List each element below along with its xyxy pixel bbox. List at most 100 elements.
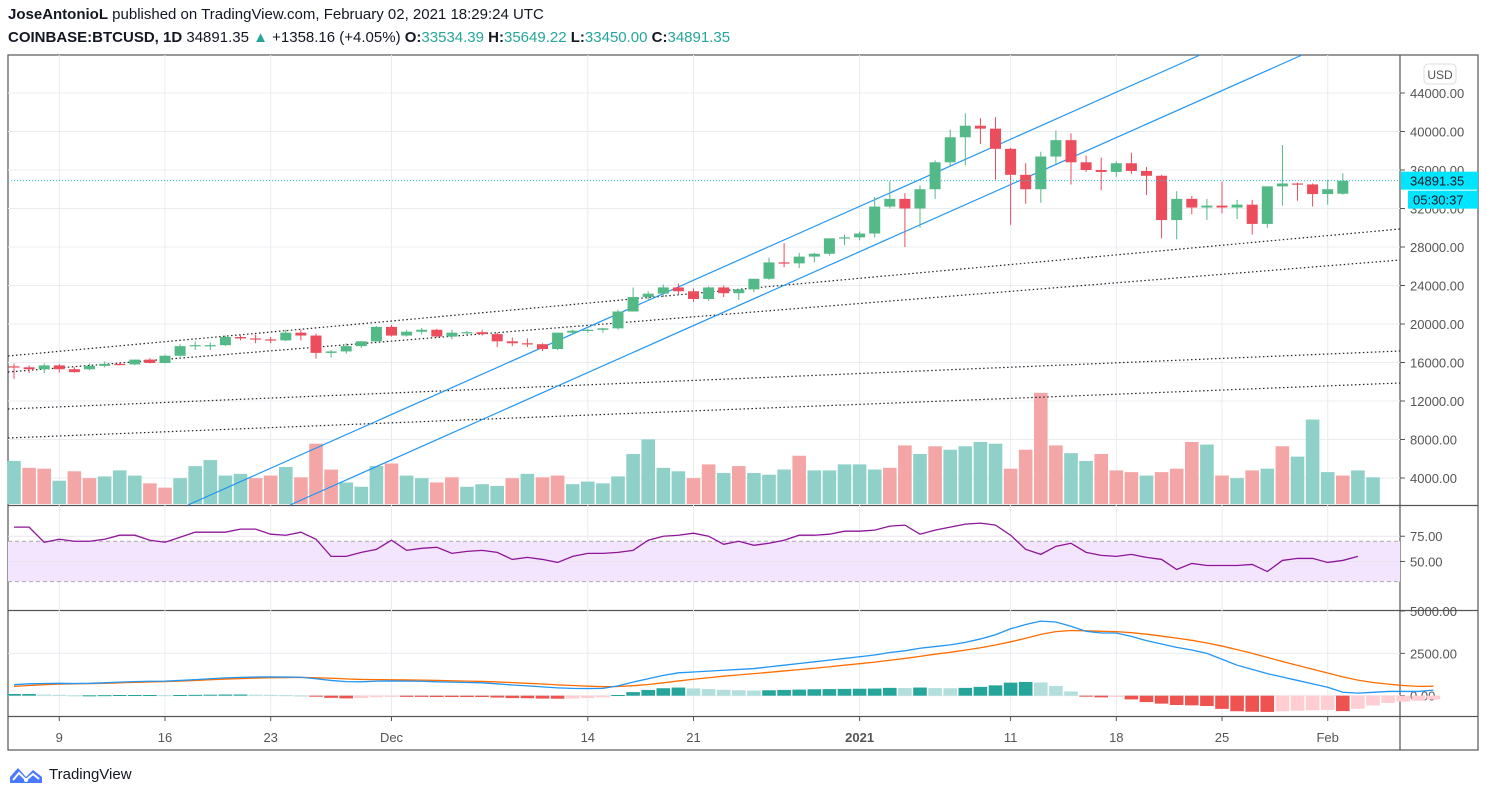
candle-body — [386, 326, 397, 336]
dotted-trend-line — [7, 382, 1401, 439]
volume-bar — [1124, 472, 1139, 504]
volume-bar — [762, 474, 776, 504]
volume-bar — [520, 473, 535, 504]
macd-histogram-bar — [535, 695, 550, 699]
candle — [461, 330, 473, 335]
rsi-line — [14, 522, 1359, 573]
candle-body — [1186, 198, 1198, 208]
volume-bar — [82, 478, 97, 504]
macd-histogram-bar — [898, 688, 912, 696]
candle-body — [642, 293, 654, 298]
macd-histogram-bar — [369, 695, 384, 698]
candle-body — [159, 355, 171, 363]
up-arrow-icon: ▲ — [253, 29, 268, 46]
candle-body — [491, 334, 503, 342]
time-tick-label: 25 — [1215, 730, 1229, 745]
macd-histogram-bar — [248, 694, 263, 696]
candle — [340, 343, 352, 354]
candle-body — [778, 262, 790, 264]
candle — [250, 334, 262, 344]
volume-bar — [1094, 454, 1108, 504]
volume-bar — [233, 473, 248, 504]
candle — [808, 252, 820, 263]
author-name[interactable]: JoseAntonioL — [8, 6, 108, 23]
macd-histogram-bar — [596, 695, 610, 698]
candle — [914, 185, 926, 228]
macd-histogram-bar — [324, 695, 338, 698]
candle-body — [808, 253, 820, 257]
channel-trend-line — [289, 54, 1303, 506]
volume-bar — [792, 455, 806, 504]
macd-histogram-bar — [641, 689, 655, 696]
candle-body — [416, 329, 428, 332]
candle — [748, 278, 760, 293]
volume-bar — [1034, 392, 1048, 504]
candle-body — [1110, 163, 1122, 172]
candle — [567, 329, 579, 335]
volume-bar — [1320, 472, 1335, 504]
candle-body — [597, 328, 609, 330]
candle-body — [265, 339, 277, 341]
macd-histogram-bar — [188, 694, 202, 696]
candle-body — [84, 365, 95, 370]
candle — [23, 365, 35, 374]
last-price-tag — [1401, 171, 1478, 190]
candle-body — [657, 287, 669, 294]
high-value: 35649.22 — [504, 29, 567, 46]
volume-bar — [1079, 460, 1093, 504]
candle — [1125, 152, 1137, 174]
volume-bar — [67, 471, 82, 504]
macd-histogram-bar — [218, 694, 233, 696]
macd-histogram-bar — [1245, 695, 1259, 712]
volume-bar — [1305, 419, 1320, 504]
candle-body — [582, 329, 594, 331]
macd-histogram-bar — [52, 694, 67, 696]
macd-histogram-bar — [158, 695, 172, 697]
candle — [1080, 155, 1092, 172]
candle-body — [869, 206, 881, 234]
candle-body — [959, 125, 971, 138]
candle — [53, 363, 65, 373]
last-price-tag-label: 34891.35 — [1410, 174, 1464, 189]
symbol-name[interactable]: COINBASE:BTCUSD, 1D — [8, 29, 183, 46]
volume-bar — [1185, 441, 1199, 504]
candle-body — [627, 297, 639, 312]
volume-bar — [97, 476, 112, 504]
candle — [1201, 198, 1213, 221]
close-label: C: — [651, 29, 668, 46]
macd-histogram-bar — [7, 693, 21, 696]
macd-histogram-bar — [716, 689, 731, 696]
macd-histogram-bar — [1018, 681, 1033, 696]
macd-histogram-bar — [1003, 682, 1018, 696]
close-value: 34891.35 — [667, 29, 731, 46]
candle-body — [1065, 140, 1077, 163]
candle — [642, 291, 654, 301]
volume-bar — [1290, 456, 1305, 504]
macd-signal-line — [13, 629, 1434, 688]
candle-body — [355, 341, 367, 347]
macd-histogram-bar — [883, 687, 897, 696]
macd-histogram-bar — [1109, 695, 1124, 698]
candle-body — [8, 366, 20, 368]
candle — [884, 181, 896, 209]
volume-bar — [565, 484, 580, 504]
time-tick-label: 9 — [56, 730, 63, 745]
candle — [1216, 181, 1228, 214]
volume-bar — [852, 464, 867, 504]
candle — [839, 234, 850, 246]
published-text: published on TradingView.com, February 0… — [112, 6, 544, 23]
macd-histogram-bar — [520, 695, 535, 699]
price-tick-label: 28000.00 — [1410, 240, 1464, 255]
last-price: 34891.35 — [186, 29, 249, 46]
volume-bar — [1200, 444, 1214, 504]
macd-histogram-bar — [1139, 695, 1154, 703]
macd-histogram-bar — [837, 688, 852, 696]
currency-label: USD — [1427, 68, 1453, 82]
volume-bar — [354, 486, 369, 504]
candle-body — [1125, 163, 1137, 171]
volume-bar — [460, 486, 474, 504]
candle — [144, 358, 156, 364]
candle — [672, 283, 684, 295]
candle-body — [250, 338, 262, 340]
